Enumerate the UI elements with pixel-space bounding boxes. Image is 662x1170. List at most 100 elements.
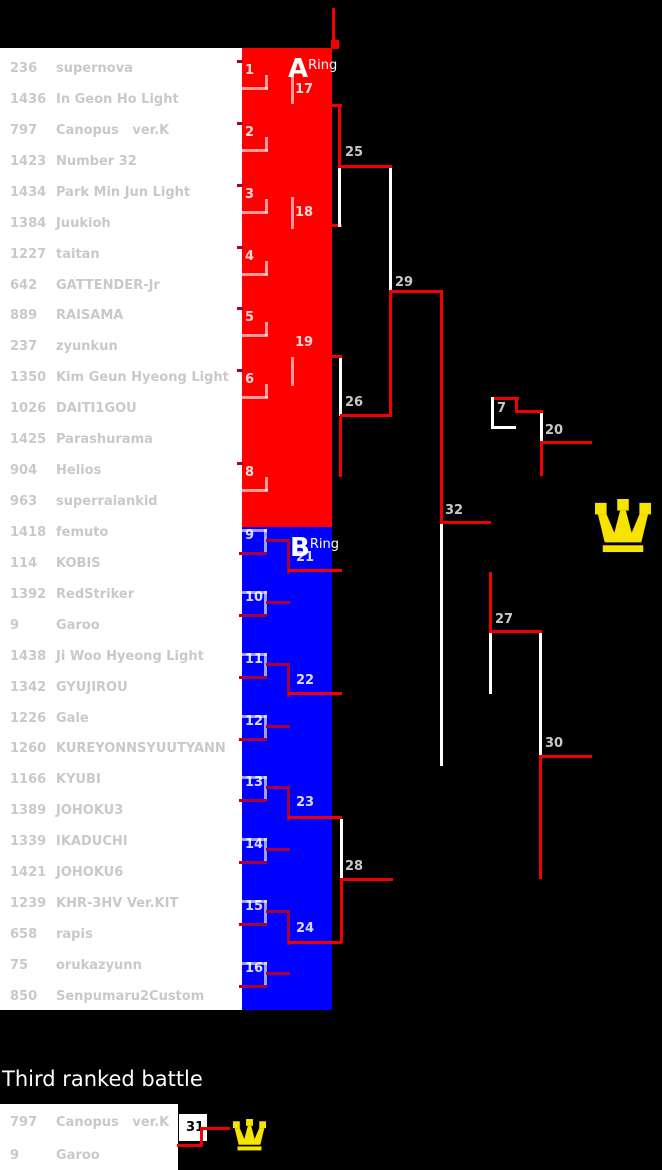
entrant-id: 1436 xyxy=(10,91,47,107)
entrant-name: Senpumaru2Custom xyxy=(56,988,205,1004)
entrant-row: 1392 RedStriker xyxy=(10,585,240,605)
third-place-crown-icon xyxy=(232,1119,267,1151)
ring-b-join-line xyxy=(287,663,290,697)
ring-a-entrant-tick xyxy=(237,183,243,187)
entrant-id: 1392 xyxy=(10,586,47,602)
entrant-id: 904 xyxy=(10,463,38,479)
match-30-label: 30 xyxy=(545,736,564,751)
entrant-row: 889 RAISAMA xyxy=(10,306,240,326)
entrant-row: 1350 Kim Geun Hyeong Light xyxy=(10,368,240,388)
entrant-name: Number 32 xyxy=(56,153,137,169)
entrant-row: 1239 KHR-3HV Ver.KIT xyxy=(10,894,240,914)
entrant-id: 1421 xyxy=(10,865,47,881)
entrant-name: JOHOKU3 xyxy=(56,803,124,819)
ring-b-winner-line xyxy=(266,786,290,790)
entrant-row: 1227 taitan xyxy=(10,245,240,265)
entrant-name: IKADUCHI xyxy=(56,834,128,850)
bracket-line xyxy=(489,630,542,633)
ring-a-match-line xyxy=(265,75,268,89)
bracket-line xyxy=(338,104,341,168)
ring-a-match-number: 19 xyxy=(295,335,314,350)
entrant-name: rapis xyxy=(56,927,93,943)
third-place-heading: Third ranked battle xyxy=(2,1067,203,1091)
entrant-id: 9 xyxy=(10,617,20,633)
ring-b-match-number: 9 xyxy=(245,527,255,543)
bracket-line xyxy=(202,1127,230,1130)
ring-b-match-number: 23 xyxy=(296,795,315,810)
ring-a-entrant-tick xyxy=(237,307,243,311)
ring-b-letter: B xyxy=(290,533,310,563)
entrant-id: 889 xyxy=(10,308,38,324)
match-7-label: 7 xyxy=(497,401,507,416)
ring-b-match-box xyxy=(241,652,267,656)
ring-b-match-number: 15 xyxy=(245,899,264,915)
ring-a-match-number: 8 xyxy=(245,465,255,481)
entrant-id: 850 xyxy=(10,988,38,1004)
entrant-row: 963 superraiankid xyxy=(10,492,240,512)
entrant-name: KHR-3HV Ver.KIT xyxy=(56,896,179,912)
ring-b-join-line xyxy=(287,540,290,574)
entrant-name: RAISAMA xyxy=(56,308,124,324)
entrant-id: 114 xyxy=(10,555,38,571)
bracket-line xyxy=(540,441,592,444)
entrant-row: 75 orukazyunn xyxy=(10,956,240,976)
entrant-list-panel xyxy=(0,48,242,1010)
bracket-line xyxy=(540,413,543,443)
entrant-name: KYUBI xyxy=(56,772,101,788)
bracket-line xyxy=(389,293,392,417)
match-31-label: 31 xyxy=(186,1120,205,1135)
ring-b-match-box xyxy=(264,652,267,677)
bracket-line xyxy=(338,168,341,227)
ring-a-match-number: 17 xyxy=(295,82,314,97)
entrant-row: 1342 GYUJIROU xyxy=(10,678,240,698)
ring-a-match-number: 2 xyxy=(245,124,255,140)
entrant-name: Canopus ver.K xyxy=(56,122,170,138)
ring-a-match-number: 3 xyxy=(245,186,255,202)
bracket-line xyxy=(200,1127,203,1147)
ring-a-match-line xyxy=(242,396,268,400)
entrant-name: orukazyunn xyxy=(56,957,142,973)
bracket-line xyxy=(389,290,443,293)
entrant-id: 1434 xyxy=(10,184,47,200)
entrant-row: 9 Garoo xyxy=(10,1146,240,1166)
ring-b-match-box xyxy=(241,590,267,594)
ring-b-winner-line xyxy=(266,910,290,914)
ring-a-entrant-tick xyxy=(237,369,243,373)
entrant-name: supernova xyxy=(56,61,133,76)
ring-a-match-line xyxy=(242,87,268,90)
ring-a-match-line xyxy=(265,198,268,213)
entrant-row: 1418 femuto xyxy=(10,523,240,543)
ring-a-match-line xyxy=(242,148,268,152)
ring-b-match-number: 11 xyxy=(245,651,264,667)
bracket-line xyxy=(338,165,392,168)
entrant-name: Park Min Jun Light xyxy=(56,184,191,200)
ring-b-match-box xyxy=(264,900,267,925)
ring-b-match-box xyxy=(264,714,267,739)
bracket-line xyxy=(440,524,443,766)
bracket-line xyxy=(331,40,339,49)
entrant-name: KOBIS xyxy=(56,555,101,571)
entrant-id: 1423 xyxy=(10,153,47,169)
entrant-name: In Geon Ho Light xyxy=(56,91,179,107)
bracket-line xyxy=(331,355,342,358)
entrant-name: GATTENDER-Jr xyxy=(56,277,160,293)
ring-a-match-line xyxy=(242,272,268,276)
ring-b-entrant-line xyxy=(239,861,267,865)
entrant-row: 1438 Ji Woo Hyeong Light xyxy=(10,647,240,667)
bracket-line xyxy=(489,633,492,694)
ring-b-winner-line xyxy=(266,971,290,975)
ring-b-entrant-line xyxy=(239,799,267,803)
ring-b-match-number: 16 xyxy=(245,960,264,976)
bracket-line xyxy=(177,1144,203,1147)
entrant-name: Kim Geun Hyeong Light xyxy=(56,370,229,386)
entrant-name: Parashurama xyxy=(56,432,153,448)
entrant-row: 1260 KUREYONNSYUUTYANN xyxy=(10,739,240,759)
bracket-line xyxy=(489,572,492,632)
entrant-id: 236 xyxy=(10,61,38,76)
entrant-id: 1389 xyxy=(10,803,47,819)
entrant-row: 1339 IKADUCHI xyxy=(10,832,240,852)
bracket-line xyxy=(491,426,516,429)
entrant-row: 1226 Gale xyxy=(10,709,240,729)
ring-a-entrant-tick xyxy=(237,121,243,125)
ring-b-winner-line xyxy=(266,724,290,728)
